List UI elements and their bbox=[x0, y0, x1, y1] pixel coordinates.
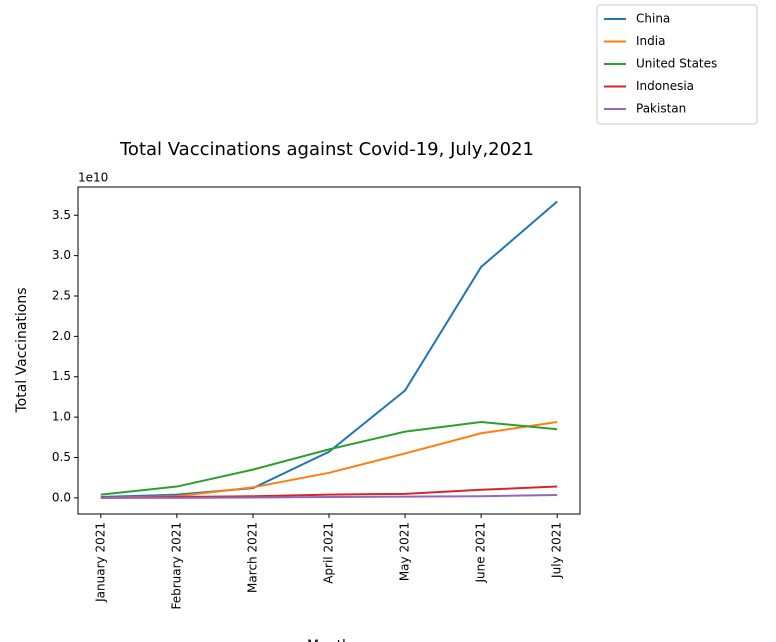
legend-label: India bbox=[636, 34, 665, 48]
x-tick-label: May 2021 bbox=[398, 522, 412, 581]
series-line bbox=[100, 420, 558, 496]
y-tick-label: 2.5 bbox=[52, 289, 71, 303]
x-tick-label: April 2021 bbox=[322, 522, 336, 584]
series-line bbox=[100, 200, 558, 499]
y-tick-label: 0.0 bbox=[52, 490, 71, 504]
legend-label: Indonesia bbox=[636, 79, 694, 93]
y-tick-label: 3.5 bbox=[52, 208, 71, 222]
series-line bbox=[100, 494, 558, 499]
x-tick-label: February 2021 bbox=[169, 522, 183, 610]
y-tick-label: 0.5 bbox=[52, 450, 71, 464]
y-offset-label: 1e10 bbox=[78, 171, 108, 185]
legend-box bbox=[596, 4, 758, 125]
x-tick-label: March 2021 bbox=[245, 522, 259, 593]
y-axis-label: Total Vaccinations bbox=[14, 287, 30, 413]
chart-title: Total Vaccinations against Covid-19, Jul… bbox=[119, 139, 534, 160]
y-tick-label: 1.0 bbox=[52, 410, 71, 424]
x-tick-label: January 2021 bbox=[93, 522, 107, 603]
x-axis-label: Month bbox=[307, 638, 351, 642]
legend-label: United States bbox=[636, 57, 717, 71]
plot-frame bbox=[77, 186, 581, 515]
legend-label: China bbox=[636, 12, 670, 26]
y-tick-label: 1.5 bbox=[52, 369, 71, 383]
x-tick-label: July 2021 bbox=[550, 522, 564, 579]
x-tick-label: June 2021 bbox=[474, 522, 488, 584]
y-tick-label: 3.0 bbox=[52, 248, 71, 262]
legend-label: Pakistan bbox=[636, 102, 686, 116]
y-tick-label: 2.0 bbox=[52, 329, 71, 343]
